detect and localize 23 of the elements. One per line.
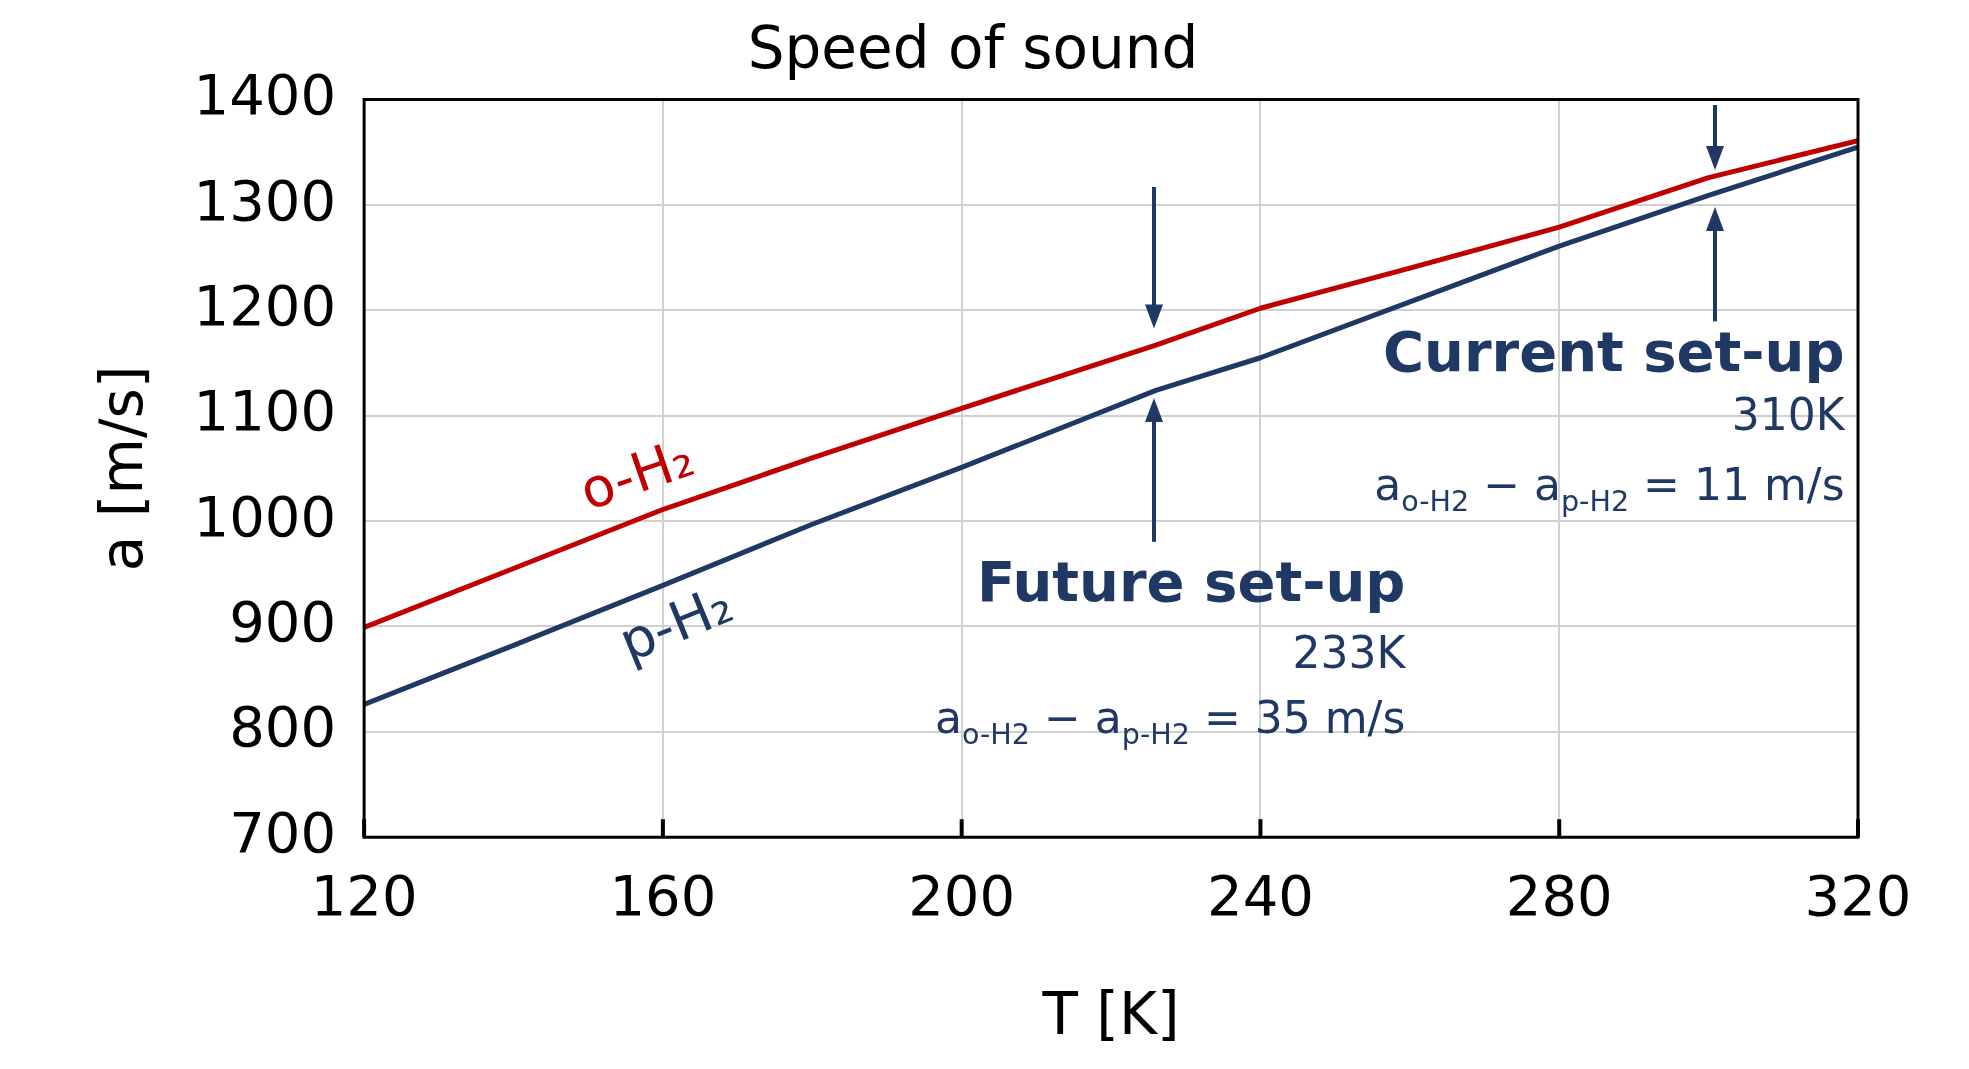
chart-title: Speed of sound [747, 13, 1199, 82]
annotation: 233K [1292, 626, 1407, 678]
y-tick-label: 1000 [193, 483, 337, 549]
y-tick-label: 1200 [193, 272, 337, 338]
y-tick-label: 800 [229, 694, 337, 760]
x-tick-label: 160 [609, 863, 717, 929]
x-axis-title: T [K] [1041, 980, 1180, 1049]
annotation: Current set-up [1382, 319, 1845, 385]
y-tick-label: 700 [229, 799, 337, 865]
x-tick-label: 200 [908, 863, 1016, 929]
y-tick-label: 900 [229, 589, 337, 654]
x-tick-label: 240 [1207, 863, 1314, 929]
x-tick-label: 120 [310, 863, 418, 929]
y-axis-title: a [m/s] [87, 365, 156, 572]
y-tick-label: 1100 [193, 378, 337, 444]
x-tick-label: 280 [1505, 863, 1613, 929]
y-tick-label: 1400 [193, 62, 337, 128]
x-tick-label: 320 [1804, 863, 1912, 929]
y-tick-label: 1300 [193, 167, 337, 233]
text: o-H₂ [571, 425, 702, 523]
annotation: 310K [1731, 389, 1846, 441]
annotation: Future set-up [977, 549, 1406, 615]
text: p-H₂ [610, 572, 742, 675]
